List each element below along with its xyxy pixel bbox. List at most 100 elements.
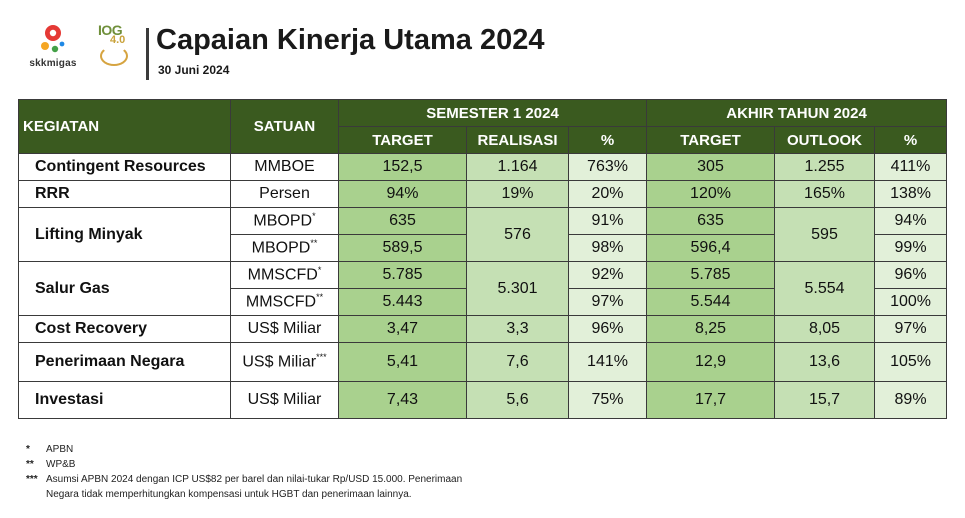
row-label: Investasi [18,381,231,419]
footnote-marker: * [26,444,30,455]
col-akhir-target: TARGET [646,126,776,154]
cell-semester-realisasi: 5,6 [466,381,569,419]
iog-logo-version: 4.0 [110,34,126,46]
row-label: RRR [18,180,231,208]
footnote-text: WP&B [46,459,76,470]
row-lifting-minyak-apbn: Lifting Minyak MBOPD* 635 576 91% 635 59… [18,207,948,262]
cell-semester-realisasi: 576 [466,207,569,262]
cell-akhir-percent: 138% [874,180,948,208]
footnote-asumsi-continued: Negara tidak memperhitungkan kompensasi … [46,489,412,500]
cell-semester-target: 152,5 [338,153,467,181]
cell-semester-target: 589,5 [338,234,467,262]
row-unit: MBOPD** [230,234,339,262]
cell-semester-percent: 92% [567,261,648,289]
cell-semester-percent: 141% [567,342,648,382]
row-unit: MBOPD* [230,207,339,235]
row-label: Contingent Resources [18,153,231,181]
group-semester: SEMESTER 1 2024 [337,99,648,127]
cell-semester-percent: 96% [567,315,648,343]
cell-semester-percent: 91% [567,207,648,235]
cell-akhir-percent: 89% [874,381,948,419]
cell-semester-target: 5.443 [338,288,467,316]
cell-semester-target: 635 [338,207,467,235]
skkmigas-mark-icon [41,25,65,53]
table-subheader-row: TARGET REALISASI % TARGET OUTLOOK % [19,126,948,154]
cell-akhir-target: 120% [646,180,776,208]
cell-akhir-target: 596,4 [646,234,776,262]
row-unit: MMSCFD** [230,288,339,316]
unit-text: MBOPD [251,239,311,257]
group-akhir-tahun: AKHIR TAHUN 2024 [646,99,948,127]
cell-semester-target: 5.785 [338,261,467,289]
cell-semester-target: 5,41 [338,342,467,382]
cell-semester-realisasi: 7,6 [466,342,569,382]
cell-akhir-outlook: 13,6 [774,342,876,382]
row-unit: MMSCFD* [230,261,339,289]
cell-akhir-percent: 105% [874,342,948,382]
col-akhir-outlook: OUTLOOK [774,126,876,154]
kpi-table: KEGIATAN SATUAN SEMESTER 1 2024 AKHIR TA… [18,99,948,419]
cell-akhir-target: 5.785 [646,261,776,289]
skkmigas-wordmark: skkmigas [29,58,77,69]
cell-semester-realisasi: 1.164 [466,153,569,181]
page-header: skkmigas IOG 4.0 Capaian Kinerja Utama 2… [0,0,965,92]
row-lifting-minyak-wpb: MBOPD** 589,5 98% 596,4 99% [19,234,948,262]
row-label: Lifting Minyak [18,207,231,262]
cell-akhir-target: 12,9 [646,342,776,382]
title-divider [146,28,149,80]
cell-semester-target: 3,47 [338,315,467,343]
table-header-row: KEGIATAN SATUAN SEMESTER 1 2024 AKHIR TA… [18,99,948,154]
col-kegiatan: KEGIATAN [18,99,231,154]
cell-akhir-percent: 94% [874,207,948,235]
row-contingent-resources: Contingent Resources MMBOE 152,5 1.164 7… [18,153,948,181]
cell-semester-realisasi: 19% [466,180,569,208]
row-salur-gas-apbn: Salur Gas MMSCFD* 5.785 5.301 92% 5.785 … [18,261,948,316]
row-unit: MMBOE [230,153,339,181]
row-unit: US$ Miliar*** [230,342,339,382]
footnote-marker: *** [26,474,38,485]
iog-logo: IOG 4.0 [92,20,132,76]
footnote-apbn: * APBN [26,444,73,455]
cell-semester-percent: 98% [567,234,648,262]
cell-akhir-target: 5.544 [646,288,776,316]
col-semester-target: TARGET [338,126,467,154]
footnote-text: Asumsi APBN 2024 dengan ICP US$82 per ba… [46,474,463,485]
page-date: 30 Juni 2024 [158,63,230,77]
cell-akhir-outlook: 8,05 [774,315,876,343]
row-label: Penerimaan Negara [18,342,231,382]
cell-semester-target: 7,43 [338,381,467,419]
cell-semester-percent: 763% [567,153,648,181]
row-investasi: Investasi US$ Miliar 7,43 5,6 75% 17,7 1… [18,381,948,419]
cell-semester-realisasi: 3,3 [466,315,569,343]
row-rrr: RRR Persen 94% 19% 20% 120% 165% 138% [18,180,948,208]
unit-text: MMSCFD [245,293,317,311]
footnote-marker: ** [316,292,324,303]
cell-semester-realisasi: 5.301 [466,261,569,316]
cell-akhir-target: 635 [646,207,776,235]
cell-akhir-percent: 99% [874,234,948,262]
cell-semester-target: 94% [338,180,467,208]
footnote-marker: ** [310,238,318,249]
cell-akhir-target: 8,25 [646,315,776,343]
cell-akhir-outlook: 5.554 [774,261,876,316]
footnote-text: APBN [46,444,74,455]
col-semester-percent: % [567,126,648,154]
footnote-wpb: ** WP&B [26,459,75,470]
footnote-marker: ** [26,459,34,470]
row-label: Salur Gas [18,261,231,316]
cell-akhir-outlook: 595 [774,207,876,262]
unit-text: US$ Miliar [242,353,317,371]
cell-akhir-percent: 96% [874,261,948,289]
col-akhir-percent: % [874,126,948,154]
iog-ring-icon [100,46,128,66]
row-cost-recovery: Cost Recovery US$ Miliar 3,47 3,3 96% 8,… [18,315,948,343]
page-title: Capaian Kinerja Utama 2024 [156,24,545,56]
footnote-asumsi: *** Asumsi APBN 2024 dengan ICP US$82 per… [26,474,462,485]
cell-semester-percent: 75% [567,381,648,419]
cell-akhir-outlook: 165% [774,180,876,208]
skkmigas-logo: skkmigas [18,22,88,74]
cell-akhir-percent: 100% [874,288,948,316]
unit-text: MBOPD [253,212,313,230]
col-satuan: SATUAN [230,99,339,154]
cell-akhir-percent: 411% [874,153,948,181]
